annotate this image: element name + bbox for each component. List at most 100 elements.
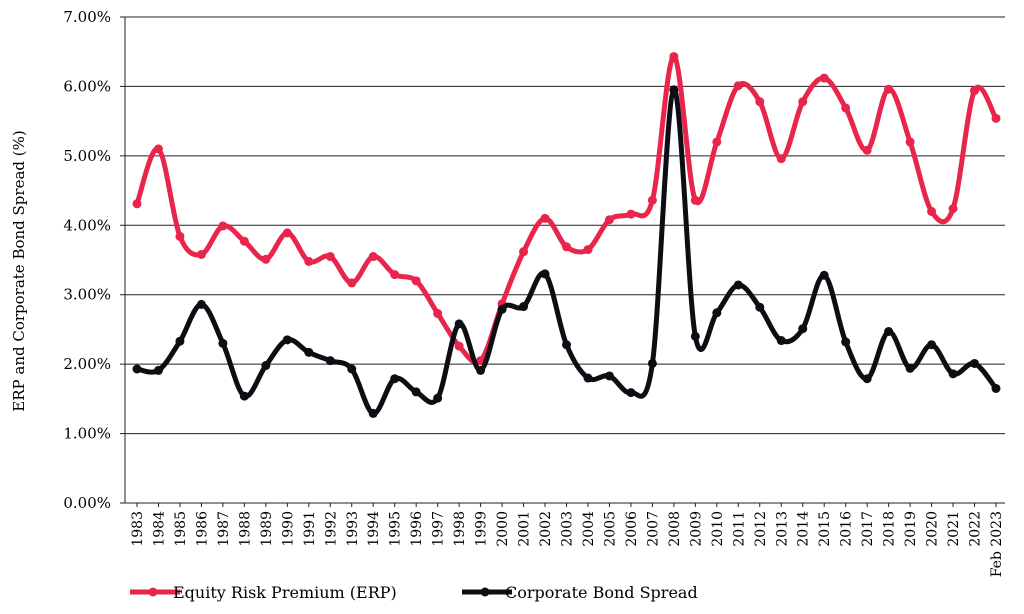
x-tick-label: 1994 [366,511,382,547]
x-tick-label: 2007 [645,511,661,547]
x-tick-label: 2002 [538,511,554,547]
legend-label: Equity Risk Premium (ERP) [173,583,397,602]
data-point [519,247,529,257]
data-point [347,278,357,288]
y-tick-label: 0.00% [63,494,111,512]
axes [124,17,1005,504]
x-tick-label: 2008 [667,511,683,547]
data-point [819,73,829,83]
data-point [690,195,700,205]
x-tick-label: 1985 [173,511,189,547]
data-point [862,145,872,155]
data-point [905,137,915,147]
data-point [261,254,271,264]
x-tick-label: 2003 [560,511,576,547]
x-tick-label: 2015 [817,511,833,547]
data-point [282,335,292,345]
data-point [626,209,636,219]
data-point [884,84,894,94]
data-point [540,213,550,223]
x-tick-label: 2021 [946,511,962,547]
data-point [927,206,937,216]
x-tick-label: 2022 [968,511,984,547]
x-tick-label: 2016 [839,511,855,547]
data-point [304,347,314,357]
data-point [239,236,249,246]
y-tick-label: 5.00% [63,147,111,165]
x-tick-label: 2009 [688,511,704,547]
x-tick-label: 2001 [517,511,533,547]
gridlines [125,16,1005,435]
data-point [583,373,593,383]
series-group [132,52,1001,418]
data-point [776,154,786,164]
data-point [390,270,400,280]
data-point [927,340,937,350]
data-point [970,86,980,96]
data-point [153,144,163,154]
x-tick-label: 2000 [495,511,511,547]
x-tick-label: 2019 [903,511,919,547]
data-point [218,338,228,348]
y-tick-label: 3.00% [63,286,111,304]
x-tick-label: Feb 2023 [989,511,1005,577]
x-tick-label: 2011 [731,511,747,547]
data-point [562,340,571,350]
x-tick-label: 2006 [624,511,640,547]
legend-item: Corporate Bond Spread [462,583,698,602]
x-axis-ticks: 1983 1984 1985 1986 1987 1988 1989 1990 1991 1992… [130,503,1005,577]
data-point [175,231,185,241]
x-tick-label: 2004 [581,511,597,547]
data-point [175,336,185,346]
data-point [347,364,357,374]
data-point [604,215,614,225]
data-point [519,302,529,312]
y-tick-label: 7.00% [63,8,111,26]
data-point [218,221,228,231]
data-point [540,269,550,279]
x-tick-label: 1995 [388,511,404,547]
x-tick-label: 1998 [452,511,468,547]
x-tick-label: 1989 [259,511,275,547]
x-tick-label: 1991 [302,511,318,547]
y-tick-label: 6.00% [63,77,111,95]
data-point [325,252,335,262]
x-tick-label: 2018 [882,511,898,547]
data-point [712,137,722,147]
x-tick-label: 1986 [194,511,210,547]
data-point [497,304,507,314]
y-axis-title: ERP and Corporate Bond Spread (%) [10,130,28,411]
x-tick-label: 2020 [925,511,941,547]
y-axis-ticks: 0.00% 1.00% 2.00% 3.00% 4.00% 5.00% 6.00% 7.00% [63,8,125,512]
data-point [411,276,421,286]
data-point [132,364,142,374]
x-tick-label: 1987 [216,511,232,547]
x-tick-label: 1983 [130,511,146,547]
data-point [454,341,464,351]
data-point [647,358,657,368]
data-point [862,374,872,384]
data-point [991,113,1001,123]
data-point [325,356,335,366]
data-point [261,361,271,371]
data-point [798,97,808,107]
y-tick-label: 1.00% [63,425,111,443]
legend-marker [148,587,158,597]
data-point [755,97,765,107]
x-tick-label: 1996 [409,511,425,547]
x-tick-label: 1990 [280,511,296,547]
x-tick-label: 1997 [431,511,447,547]
data-point [562,242,571,252]
data-point [798,324,808,334]
data-point [196,249,206,259]
data-point [841,337,851,347]
data-point [282,228,292,238]
legend: Equity Risk Premium (ERP) Corporate Bond … [130,583,698,602]
x-tick-label: 1999 [474,511,490,547]
y-tick-label: 2.00% [63,355,111,373]
x-tick-label: 2017 [860,511,876,547]
data-point [884,327,894,337]
series-corporate-bond-spread [132,85,1001,418]
series-erp [132,52,1001,366]
